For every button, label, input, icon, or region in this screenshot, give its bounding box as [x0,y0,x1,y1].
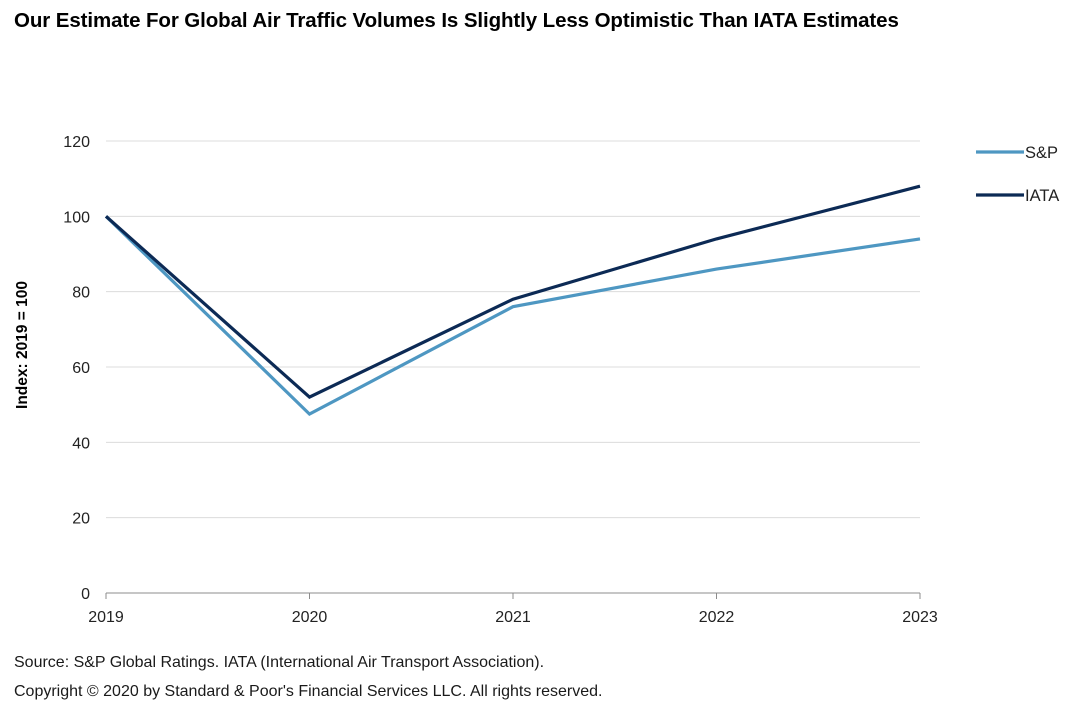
y-tick-label: 60 [72,360,90,377]
x-tick-label: 2021 [495,609,531,626]
series-lines [104,184,921,417]
legend-label: IATA [1025,187,1059,205]
x-tick-label: 2019 [88,609,124,626]
y-tick-label: 0 [81,586,90,603]
series-line-s-p [104,215,921,417]
copyright-note: Copyright © 2020 by Standard & Poor's Fi… [14,683,603,700]
y-tick-label: 80 [72,285,90,302]
gridlines [106,140,920,519]
y-tick-label: 120 [63,134,90,151]
x-axis: 2019 2020 2021 2022 2023 [88,592,938,626]
y-tick-label: 40 [72,435,90,452]
legend-label: S&P [1025,144,1058,162]
y-axis-ticks: 0 20 40 60 80 100 120 [63,134,90,603]
legend: S&P IATA [976,144,1059,205]
chart-title: Our Estimate For Global Air Traffic Volu… [14,9,899,32]
series-line-iata [104,184,921,400]
y-tick-label: 20 [72,511,90,528]
x-tick-label: 2023 [902,609,938,626]
source-note: Source: S&P Global Ratings. IATA (Intern… [14,654,545,671]
x-tick-label: 2020 [292,609,328,626]
y-axis-label: Index: 2019 = 100 [14,281,31,409]
x-tick-label: 2022 [699,609,735,626]
y-tick-label: 100 [63,209,90,226]
